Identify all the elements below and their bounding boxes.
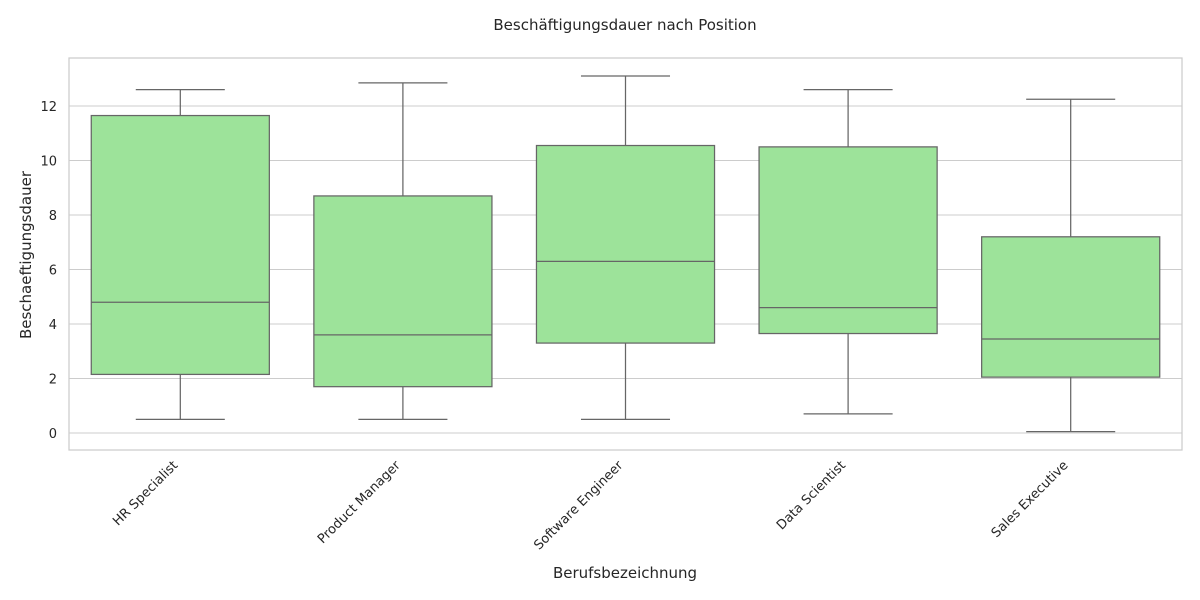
box — [981, 236, 1161, 378]
box — [535, 144, 716, 344]
box-group — [90, 89, 270, 420]
y-tick-label: 10 — [40, 155, 57, 170]
x-tick-label: Data Scientist — [774, 458, 849, 533]
x-tick-label: Product Manager — [315, 458, 404, 547]
y-ticks: 0 2 4 6 8 10 12 — [40, 100, 57, 442]
x-ticks: HR Specialist Product Manager Software Eng… — [110, 458, 1071, 553]
plot-frame — [68, 57, 1183, 451]
box — [90, 114, 270, 376]
x-tick-label: HR Specialist — [110, 458, 181, 529]
x-tick-label: Software Engineer — [531, 458, 626, 553]
boxes — [90, 75, 1161, 433]
box-group — [981, 98, 1161, 433]
y-axis-label: Beschaeftigungsdauer — [17, 170, 35, 339]
box-group — [313, 82, 493, 420]
box-group — [758, 89, 938, 415]
y-tick-label: 6 — [49, 264, 57, 279]
box — [758, 146, 938, 335]
chart-title: Beschäftigungsdauer nach Position — [493, 16, 756, 34]
y-tick-label: 2 — [49, 373, 57, 388]
y-tick-label: 0 — [49, 427, 57, 442]
y-tick-label: 8 — [49, 209, 57, 224]
x-tick-label: Sales Executive — [989, 458, 1072, 541]
box-group — [535, 75, 716, 420]
box — [313, 195, 493, 388]
y-tick-label: 12 — [40, 100, 57, 115]
x-axis-label: Berufsbezeichnung — [553, 564, 697, 582]
y-tick-label: 4 — [49, 318, 57, 333]
